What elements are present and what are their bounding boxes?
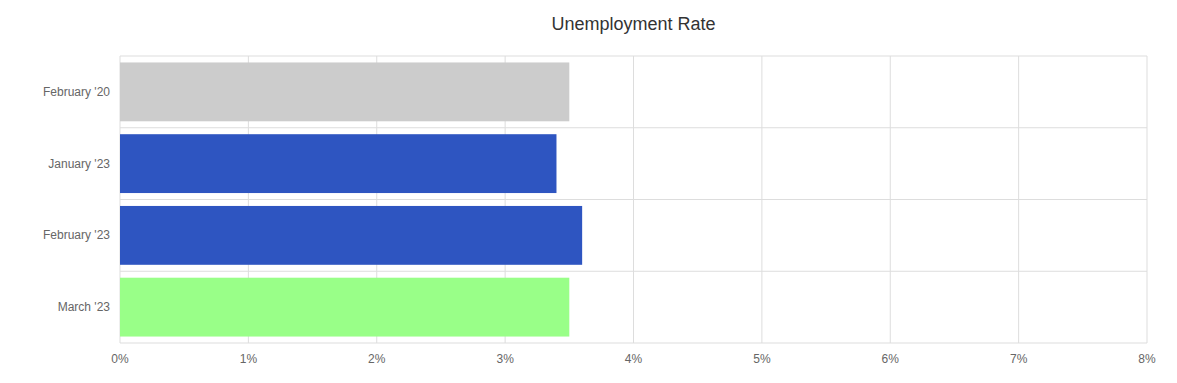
separator — [120, 127, 1147, 128]
title: Unemployment Rate — [551, 14, 715, 34]
tick-label: 8% — [1138, 352, 1156, 366]
bar — [120, 278, 569, 337]
grid — [120, 56, 1147, 343]
bar — [120, 134, 556, 193]
bar — [120, 206, 582, 265]
category-label: January '23 — [48, 157, 110, 171]
tick-label: 1% — [240, 352, 258, 366]
separator — [120, 56, 1147, 57]
category-label: February '20 — [43, 85, 110, 99]
tick-label: 0% — [111, 352, 129, 366]
bar — [120, 62, 569, 121]
tick-label: 3% — [496, 352, 514, 366]
tick-label: 7% — [1010, 352, 1028, 366]
tick-label: 5% — [753, 352, 771, 366]
separator — [120, 271, 1147, 272]
tick-label: 2% — [368, 352, 386, 366]
category-label: March '23 — [58, 300, 111, 314]
chart: Unemployment Rate 0% 1% 2% 3% 4% 5% 6% 7% 8% Febru… — [0, 0, 1177, 383]
tick-label: 4% — [625, 352, 643, 366]
tick-label: 6% — [882, 352, 900, 366]
separator — [120, 343, 1147, 344]
separator — [120, 199, 1147, 200]
bars — [120, 62, 582, 336]
category-label: February '23 — [43, 228, 110, 242]
